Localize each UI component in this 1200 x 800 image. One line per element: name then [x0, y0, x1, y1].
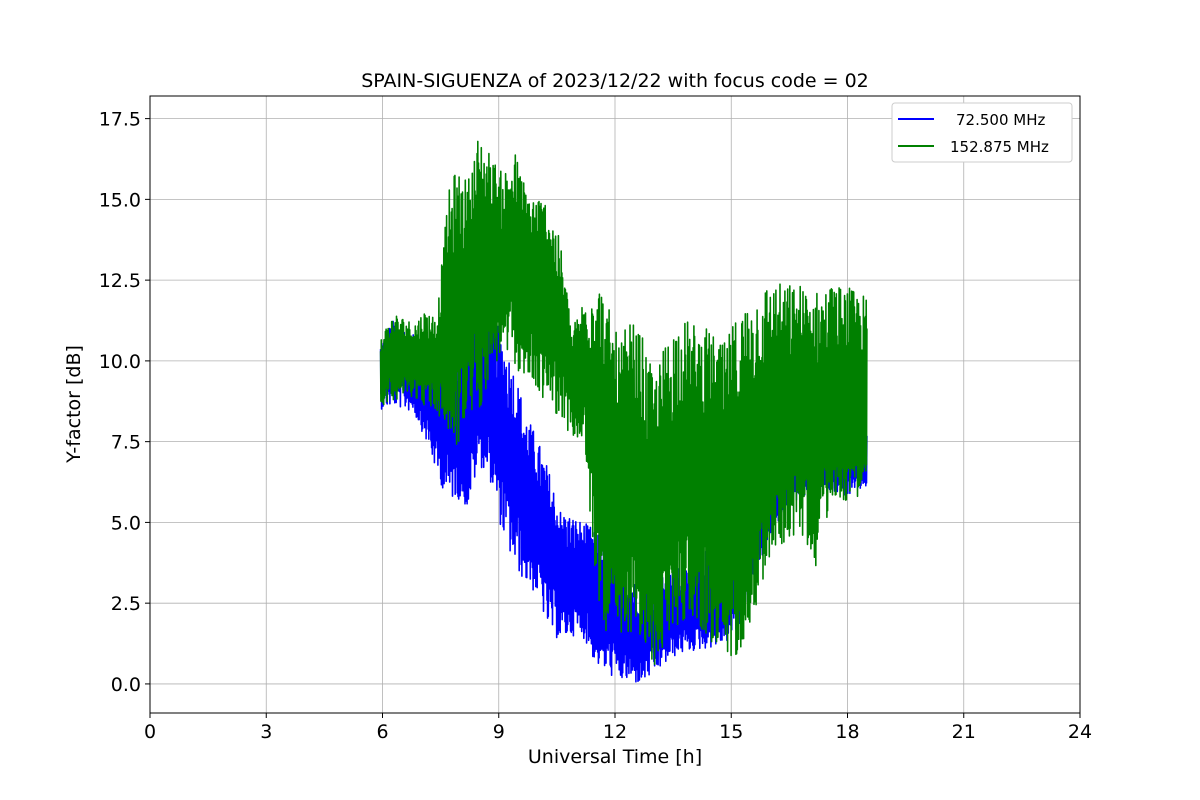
x-tick-label: 15	[719, 721, 743, 743]
x-tick-label: 3	[260, 721, 272, 743]
x-tick-label: 24	[1068, 721, 1092, 743]
x-tick-label: 6	[376, 721, 388, 743]
y-tick-label: 2.5	[111, 593, 141, 615]
x-tick-label: 21	[952, 721, 976, 743]
y-tick-label: 12.5	[99, 270, 141, 292]
y-tick-label: 7.5	[111, 432, 141, 454]
chart-title: SPAIN-SIGUENZA of 2023/12/22 with focus …	[361, 70, 869, 92]
plot-area	[379, 140, 868, 683]
x-tick-label: 18	[835, 721, 859, 743]
x-axis-label: Universal Time [h]	[528, 746, 702, 768]
y-axis: 0.0 2.5 5.0 7.5 10.0 12.5 15.0 17.5	[99, 109, 150, 696]
y-tick-label: 10.0	[99, 351, 141, 373]
y-tick-label: 15.0	[99, 189, 141, 211]
legend-box	[891, 102, 1073, 163]
y-axis-label: Y-factor [dB]	[63, 345, 85, 464]
legend: 72.500 MHz 152.875 MHz	[891, 102, 1073, 163]
x-axis: 0 3 6 9 12 15 18 21 24	[144, 713, 1092, 743]
y-tick-label: 5.0	[111, 512, 141, 534]
y-tick-label: 17.5	[99, 109, 141, 131]
legend-label-72mhz: 72.500 MHz	[956, 111, 1045, 129]
x-tick-label: 9	[493, 721, 505, 743]
x-tick-label: 0	[144, 721, 156, 743]
legend-label-152mhz: 152.875 MHz	[950, 138, 1049, 156]
series-line-1	[379, 140, 868, 666]
y-tick-label: 0.0	[111, 674, 141, 696]
x-tick-label: 12	[603, 721, 627, 743]
